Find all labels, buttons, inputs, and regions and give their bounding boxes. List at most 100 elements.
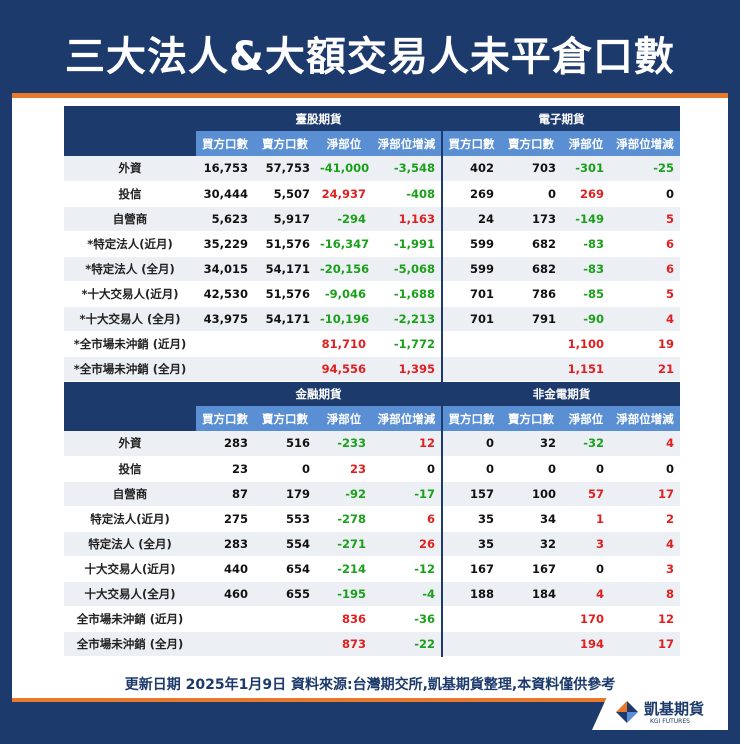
table-cell: 26 <box>372 531 443 557</box>
table-cell <box>196 631 254 657</box>
table-cell: 5,917 <box>254 206 316 232</box>
table-cell: 12 <box>610 606 680 632</box>
table-cell: 12 <box>372 431 443 457</box>
table-cell <box>500 356 562 382</box>
row-label: 自營商 <box>64 481 196 507</box>
row-label: *特定法人 (全月) <box>64 256 196 282</box>
table-cell <box>254 331 316 357</box>
footer-note: 更新日期 2025年1月9日 資料來源:台灣期交所,凱基期貨整理,本資料僅供參考 <box>124 677 616 693</box>
table-cell: -12 <box>372 556 443 582</box>
kgi-logo-icon <box>616 701 638 723</box>
table-cell: 0 <box>562 556 610 582</box>
table-cell: 0 <box>500 181 562 207</box>
table-row: 投信 30,444 5,507 24,937 -408 269 0 269 0 <box>64 181 680 207</box>
row-label: 十大交易人(近月) <box>64 556 196 582</box>
table-cell <box>254 356 316 382</box>
table-cell <box>500 606 562 632</box>
table-cell: 3 <box>562 531 610 557</box>
table-cell: 173 <box>500 206 562 232</box>
table-cell: -1,991 <box>372 231 443 257</box>
row-label: 外資 <box>64 156 196 182</box>
column-header: 買方口數 <box>442 406 500 431</box>
table-cell: -20,156 <box>316 256 372 282</box>
table-cell <box>500 331 562 357</box>
column-header: 淨部位增減 <box>372 406 443 431</box>
table-cell: 21 <box>610 356 680 382</box>
logo: 凱基期貨 KGI FUTURES <box>592 694 728 730</box>
column-blank <box>64 131 196 156</box>
table-cell: 23 <box>196 456 254 482</box>
column-header: 賣方口數 <box>500 131 562 156</box>
table-cell: 188 <box>442 581 500 607</box>
table-cell: 17 <box>610 481 680 507</box>
section2-header-row: 金融期貨 非金電期貨 <box>64 381 680 406</box>
table-cell: 19 <box>610 331 680 357</box>
row-label: 投信 <box>64 456 196 482</box>
row-label: 外資 <box>64 431 196 457</box>
table-cell: 655 <box>254 581 316 607</box>
column-header: 淨部位 <box>562 406 610 431</box>
table-row: *全市場未沖銷 (全月) 94,556 1,395 1,151 21 <box>64 356 680 382</box>
table-cell: -1,688 <box>372 281 443 307</box>
row-label: 十大交易人(全月) <box>64 581 196 607</box>
row-label: *全市場未沖銷 (全月) <box>64 356 196 382</box>
table-cell: 701 <box>442 306 500 332</box>
row-label: 全市場未沖銷 (全月) <box>64 631 196 657</box>
table-cell: 184 <box>500 581 562 607</box>
table-cell: 269 <box>562 181 610 207</box>
table-row: *特定法人 (全月) 34,015 54,171 -20,156 -5,068 599 68… <box>64 256 680 282</box>
table-row: *全市場未沖銷 (近月) 81,710 -1,772 1,100 19 <box>64 331 680 357</box>
table-cell <box>196 331 254 357</box>
table-cell: 6 <box>372 506 443 532</box>
table-cell: 51,576 <box>254 231 316 257</box>
table-cell: -92 <box>316 481 372 507</box>
table-cell: 43,975 <box>196 306 254 332</box>
table-cell: 24,937 <box>316 181 372 207</box>
table-cell: 194 <box>562 631 610 657</box>
table-cell: 554 <box>254 531 316 557</box>
row-label: 投信 <box>64 181 196 207</box>
section-title-left: 金融期貨 <box>196 381 443 406</box>
column-header: 買方口數 <box>196 131 254 156</box>
table-cell: 167 <box>442 556 500 582</box>
table-cell: 54,171 <box>254 306 316 332</box>
table-cell: 170 <box>562 606 610 632</box>
table-cell: 1,163 <box>372 206 443 232</box>
table-cell: 51,576 <box>254 281 316 307</box>
table-cell: 786 <box>500 281 562 307</box>
column-blank <box>64 406 196 431</box>
column-header: 淨部位 <box>316 131 372 156</box>
table-cell: 0 <box>610 181 680 207</box>
open-interest-table: 臺股期貨 電子期貨 買方口數 賣方口數 淨部位 淨部位增減 買方口數 賣方口數 淨部位 淨部位增減… <box>64 106 680 657</box>
table-cell: -10,196 <box>316 306 372 332</box>
table-cell: 6 <box>610 256 680 282</box>
table-cell: 275 <box>196 506 254 532</box>
table-cell: 873 <box>316 631 372 657</box>
row-label: *全市場未沖銷 (近月) <box>64 331 196 357</box>
table-cell: 553 <box>254 506 316 532</box>
table-cell: 516 <box>254 431 316 457</box>
table-cell: -25 <box>610 156 680 182</box>
table-cell: 1,100 <box>562 331 610 357</box>
table-row: *十大交易人(近月) 42,530 51,576 -9,046 -1,688 701 786… <box>64 281 680 307</box>
table-cell: 57,753 <box>254 156 316 182</box>
section2-column-row: 買方口數 賣方口數 淨部位 淨部位增減 買方口數 賣方口數 淨部位 淨部位增減 <box>64 406 680 431</box>
table-cell: 269 <box>442 181 500 207</box>
table-cell: 836 <box>316 606 372 632</box>
table-cell: 402 <box>442 156 500 182</box>
table-cell: 23 <box>316 456 372 482</box>
table-cell: 682 <box>500 256 562 282</box>
table-row: *特定法人(近月) 35,229 51,576 -16,347 -1,991 599 682… <box>64 231 680 257</box>
table-cell: 703 <box>500 156 562 182</box>
table-cell: -408 <box>372 181 443 207</box>
table-cell: -278 <box>316 506 372 532</box>
column-header: 淨部位增減 <box>372 131 443 156</box>
table-cell: 283 <box>196 531 254 557</box>
table-cell <box>196 606 254 632</box>
table-cell: 6 <box>610 231 680 257</box>
table-cell: 1 <box>562 506 610 532</box>
table-cell <box>254 631 316 657</box>
table-cell: 0 <box>254 456 316 482</box>
table-row: 十大交易人(近月) 440 654 -214 -12 167 167 0 3 <box>64 556 680 582</box>
table-cell: 5,623 <box>196 206 254 232</box>
